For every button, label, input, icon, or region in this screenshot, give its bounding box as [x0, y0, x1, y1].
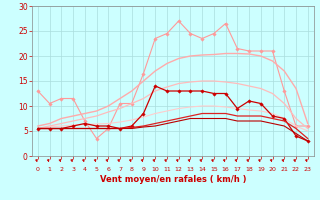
- X-axis label: Vent moyen/en rafales ( km/h ): Vent moyen/en rafales ( km/h ): [100, 175, 246, 184]
